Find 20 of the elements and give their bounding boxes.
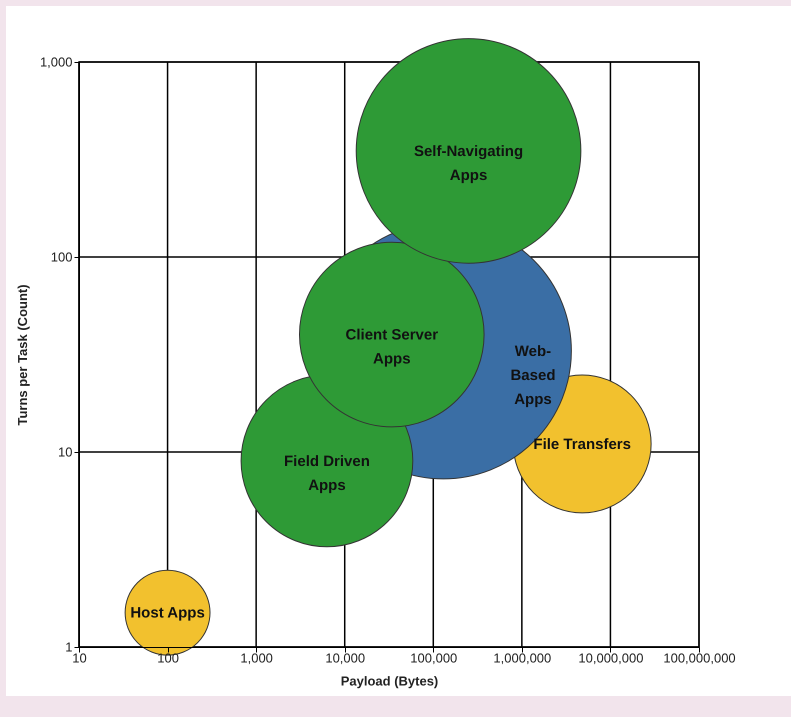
series-label: Self-Navigating Apps [414,142,524,184]
x-tick-label: 1,000 [240,650,273,666]
series-label: File Transfers [533,436,631,453]
y-tick-label: 1 [65,640,72,654]
x-tick-label: 1,000,000 [493,650,552,666]
x-tick-label: 10,000 [325,650,366,666]
series-label: Web- Based Apps [510,342,556,408]
series-label: Host Apps [130,604,205,622]
series-label: Client Server Apps [346,326,438,368]
x-tick-label: 100,000,000 [663,650,736,666]
x-tick-label: 10,000,000 [578,650,644,666]
y-tick-label: 100 [50,250,72,264]
x-tick-label: 10 [72,650,87,666]
x-tick-label: 100,000 [410,650,458,666]
x-tick-label: 100 [157,650,179,666]
y-axis-title: Turns per Task (Count) [14,284,30,426]
x-axis-title: Payload (Bytes) [340,674,438,688]
series-label: Field Driven Apps [284,452,370,494]
y-tick-label: 10 [58,444,72,460]
y-tick-label: 1,000 [40,54,72,70]
